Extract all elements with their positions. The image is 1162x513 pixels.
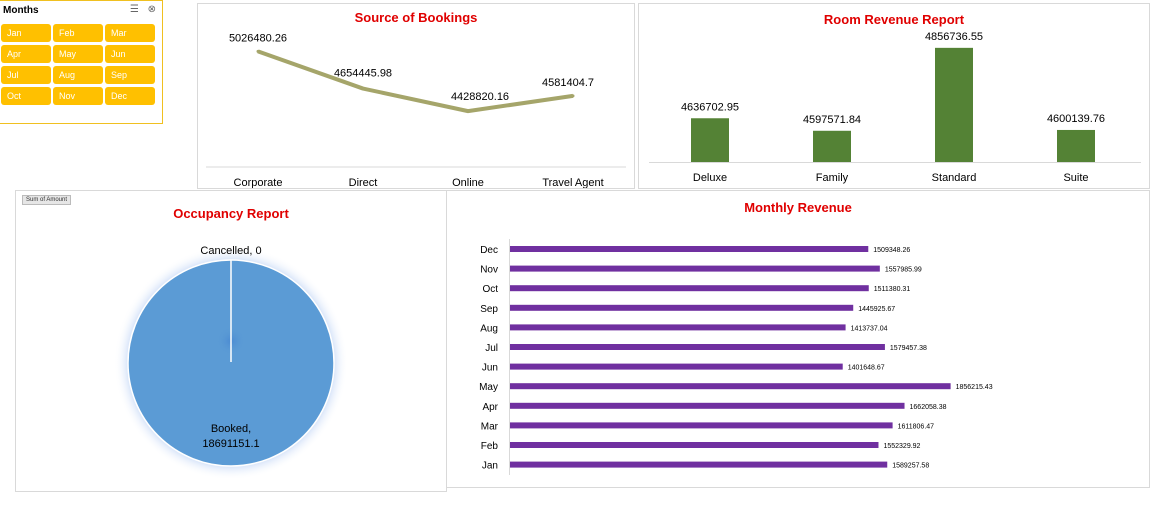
slicer-title: Months xyxy=(3,5,39,16)
monthly-revenue-chart: Dec 1509348.26 Nov 1557985.99 Oct 1511380.31 S… xyxy=(479,239,993,475)
data-label: 1413737.04 xyxy=(851,325,888,332)
bar xyxy=(510,265,880,272)
data-point xyxy=(571,94,575,98)
bar xyxy=(691,118,729,162)
tick-label: May xyxy=(479,382,498,393)
tick-label: Standard xyxy=(932,172,977,184)
data-label: 1611806.47 xyxy=(898,423,935,430)
tick-label: Online xyxy=(452,177,484,188)
data-point xyxy=(466,109,470,113)
data-label: 1552329.92 xyxy=(883,443,920,450)
sum-of-amount-button[interactable]: Sum of Amount xyxy=(22,195,72,205)
tick-label: Apr xyxy=(482,402,498,413)
tick-label: Oct xyxy=(482,284,498,295)
bar xyxy=(935,47,973,163)
occupancy-panel: Sum of Amount Occupancy Report Cancelled… xyxy=(15,190,447,492)
bar xyxy=(510,344,885,350)
bar xyxy=(510,363,843,370)
tick-label: Mar xyxy=(481,421,499,432)
slicer-item-may[interactable]: May xyxy=(53,45,103,63)
data-label: 4654445.98 xyxy=(334,68,392,80)
chart-title: Room Revenue Report xyxy=(823,12,965,27)
months-slicer: Months ☰ ⊗ Jan Feb Mar Apr May Jun Jul Aug Sep Oc… xyxy=(0,0,163,124)
data-label: 1511380.31 xyxy=(874,286,911,293)
slicer-item-nov[interactable]: Nov xyxy=(53,87,103,105)
bar xyxy=(1057,129,1095,162)
slicer-item-aug[interactable]: Aug xyxy=(53,66,103,84)
slicer-item-mar[interactable]: Mar xyxy=(105,24,155,42)
chart-title: Source of Bookings xyxy=(354,10,478,25)
chart-title: Monthly Revenue xyxy=(744,200,852,215)
data-label: 1856215.43 xyxy=(956,384,993,391)
data-label: 1445925.67 xyxy=(858,306,895,313)
tick-label: Deluxe xyxy=(693,172,727,184)
bar xyxy=(510,383,951,390)
clear-filter-icon[interactable]: ⊗ xyxy=(147,4,156,15)
room-revenue-panel: Room Revenue Report 4636702.95 Deluxe 4597… xyxy=(638,3,1150,189)
tick-label: Family xyxy=(816,172,849,184)
bar xyxy=(510,422,893,429)
tick-label: Jan xyxy=(482,461,498,472)
data-label: 4856736.55 xyxy=(925,31,983,43)
chart-title: Occupancy Report xyxy=(173,206,289,221)
data-label: 1579457.38 xyxy=(890,345,927,352)
slice-label-booked-value: 18691151.1 xyxy=(202,438,259,450)
data-label: 4636702.95 xyxy=(681,101,739,113)
series-line xyxy=(257,49,574,114)
tick-label: Sep xyxy=(480,304,498,315)
bar xyxy=(510,324,846,331)
bar xyxy=(510,246,869,252)
slice-label-booked: Booked, xyxy=(211,423,251,435)
occupancy-chart: Cancelled, 0 Booked, 18691151.1 xyxy=(114,245,348,480)
data-label: 4428820.16 xyxy=(451,91,509,103)
bar xyxy=(510,402,905,409)
slicer-item-feb[interactable]: Feb xyxy=(53,24,103,42)
tick-label: Feb xyxy=(481,441,499,452)
data-label: 1662058.38 xyxy=(910,404,947,411)
data-point xyxy=(361,87,365,91)
slice-label-cancelled: Cancelled, 0 xyxy=(200,245,261,257)
data-label: 1401648.67 xyxy=(848,365,885,372)
slicer-item-jun[interactable]: Jun xyxy=(105,45,155,63)
bar xyxy=(510,285,869,292)
bar xyxy=(510,304,854,311)
data-label: 1509348.26 xyxy=(873,247,910,254)
bar xyxy=(510,442,879,448)
tick-label: Corporate xyxy=(234,177,283,188)
bar xyxy=(813,130,851,162)
slicer-item-apr[interactable]: Apr xyxy=(1,45,51,63)
tick-label: Nov xyxy=(480,265,498,276)
tick-label: Jul xyxy=(485,343,498,354)
tick-label: Suite xyxy=(1063,172,1088,184)
data-label: 5026480.26 xyxy=(229,32,287,44)
data-label: 4600139.76 xyxy=(1047,113,1105,125)
room-revenue-chart: 4636702.95 Deluxe 4597571.84 Family 4856736.… xyxy=(649,31,1141,184)
data-point xyxy=(256,49,260,53)
tick-label: Jun xyxy=(482,363,498,374)
tick-label: Direct xyxy=(349,177,378,188)
tick-label: Travel Agent xyxy=(542,177,603,188)
data-label: 4597571.84 xyxy=(803,114,861,126)
slicer-item-jul[interactable]: Jul xyxy=(1,66,51,84)
bar xyxy=(510,461,888,468)
source-of-bookings-chart: 5026480.26 Corporate 4654445.98 Direct 44288… xyxy=(206,32,626,188)
tick-label: Aug xyxy=(480,323,498,334)
multi-select-icon[interactable]: ☰ xyxy=(129,4,139,15)
data-label: 1557985.99 xyxy=(885,267,922,274)
data-label: 4581404.7 xyxy=(542,77,594,89)
slicer-item-sep[interactable]: Sep xyxy=(105,66,155,84)
slicer-item-dec[interactable]: Dec xyxy=(105,87,155,105)
monthly-revenue-panel: Monthly Revenue Dec 1509348.26 Nov 1557985.… xyxy=(446,190,1150,488)
slicer-item-oct[interactable]: Oct xyxy=(1,87,51,105)
slicer-item-jan[interactable]: Jan xyxy=(1,24,51,42)
source-of-bookings-panel: Source of Bookings 5026480.26 Corporate 46… xyxy=(197,3,635,189)
tick-label: Dec xyxy=(480,245,498,256)
data-label: 1589257.58 xyxy=(892,463,929,470)
